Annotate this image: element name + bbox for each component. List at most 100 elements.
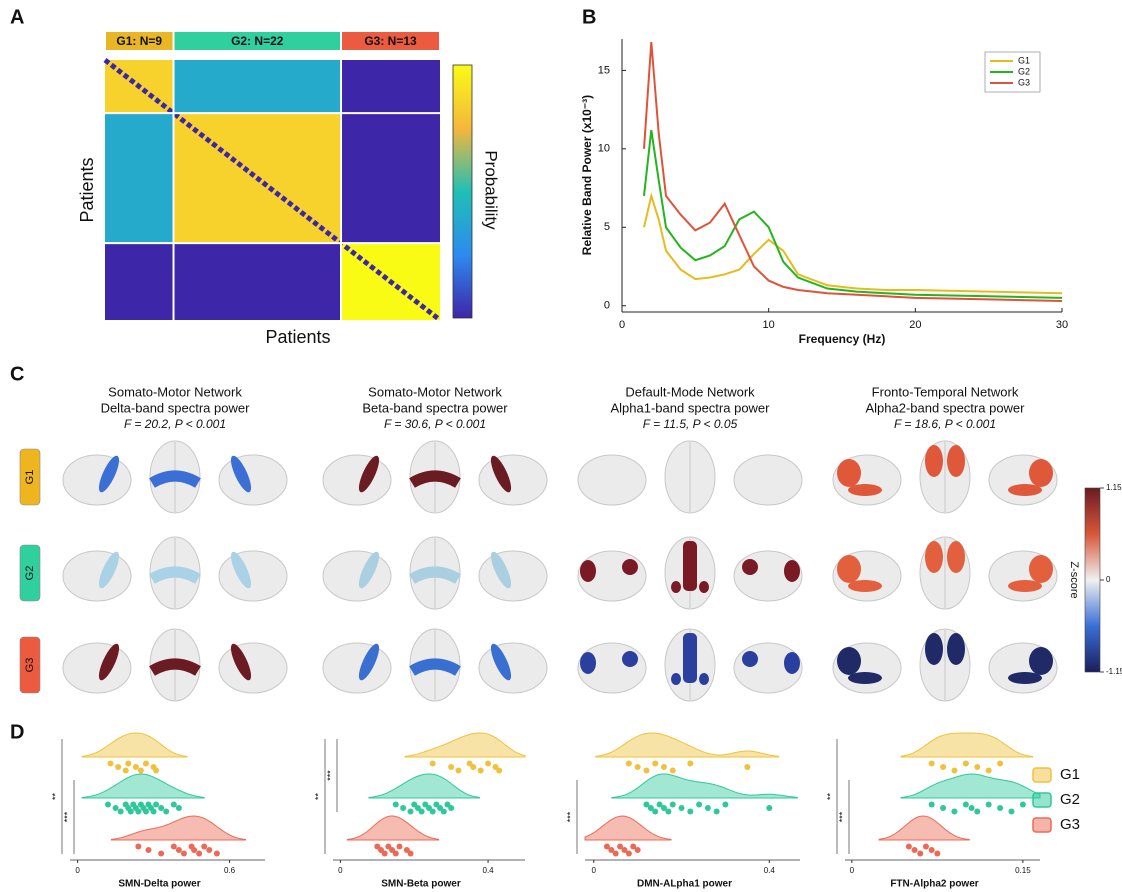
- data-point: [687, 760, 694, 767]
- data-point: [911, 847, 918, 853]
- y-tick-label: 0: [604, 300, 610, 312]
- significance-label: ***: [62, 811, 72, 822]
- data-point: [400, 805, 407, 811]
- colorbar-tick-label: 0: [1106, 575, 1111, 584]
- colorbar: [452, 64, 473, 319]
- brain-cell: [322, 628, 548, 702]
- data-point: [104, 801, 111, 808]
- data-point: [962, 760, 969, 767]
- data-point: [191, 847, 198, 853]
- brain-cell: [577, 536, 803, 610]
- brain-region: [149, 658, 201, 676]
- data-point: [153, 801, 160, 808]
- brain-region: [947, 445, 965, 477]
- brain-lateral: [478, 642, 548, 694]
- brain-region: [580, 560, 596, 582]
- panel-letter: B: [582, 6, 596, 28]
- brain-region: [490, 551, 512, 589]
- brain-region: [925, 541, 943, 573]
- data-point: [381, 850, 388, 857]
- data-point: [612, 850, 619, 857]
- data-point: [137, 767, 144, 774]
- x-tick-label: 10: [763, 319, 775, 331]
- colorbar-tick-label: -1.15: [1106, 667, 1122, 676]
- legend-swatch: [1032, 817, 1052, 833]
- legend-swatch: [1032, 767, 1052, 783]
- data-point: [687, 808, 694, 815]
- brain-lateral: [218, 550, 288, 602]
- data-point: [175, 805, 182, 811]
- group-bar: [342, 32, 439, 50]
- density: [368, 773, 480, 799]
- map-title: Somato-Motor Network: [368, 384, 502, 399]
- map-stat: F = 30.6, P < 0.001: [384, 417, 486, 431]
- brain-region: [699, 581, 709, 593]
- brain-region: [837, 555, 861, 583]
- brain-region: [98, 551, 120, 589]
- brain-region: [683, 541, 697, 591]
- brain-lateral: [577, 454, 647, 506]
- data-point: [696, 801, 703, 808]
- data-point: [418, 808, 425, 815]
- x-tick-label: 0.6: [224, 866, 236, 875]
- brain-region: [848, 484, 882, 496]
- data-point: [968, 805, 975, 811]
- data-point: [1008, 808, 1015, 815]
- data-point: [922, 843, 929, 850]
- data-point: [917, 850, 924, 857]
- data-point: [985, 801, 992, 808]
- data-point: [135, 843, 142, 850]
- data-point: [142, 760, 149, 767]
- significance-label: ***: [837, 811, 847, 822]
- brain-region: [1029, 555, 1053, 583]
- data-point: [163, 808, 170, 815]
- brain-lateral: [218, 642, 288, 694]
- data-point: [766, 805, 773, 811]
- data-point: [722, 801, 729, 808]
- data-point: [132, 764, 139, 770]
- data-point: [158, 805, 165, 811]
- diagonal: [103, 58, 442, 322]
- brain-region: [683, 633, 697, 683]
- brain-region: [784, 652, 800, 674]
- brain-region: [848, 580, 882, 592]
- colorbar-label: Probability: [482, 150, 501, 230]
- data-point: [125, 760, 132, 767]
- brain-region: [925, 445, 943, 477]
- x-tick-label: 0: [338, 866, 343, 875]
- data-point: [617, 843, 624, 850]
- data-point: [974, 764, 981, 770]
- data-point: [440, 808, 447, 815]
- x-axis-label: Patients: [265, 327, 330, 347]
- density: [611, 773, 798, 799]
- data-point: [196, 850, 203, 857]
- data-point: [150, 808, 157, 815]
- data-point: [678, 805, 685, 811]
- brain-region: [742, 559, 758, 575]
- brain-region: [671, 581, 681, 593]
- data-point: [934, 850, 941, 857]
- data-point: [905, 843, 912, 850]
- map-stat: F = 11.5, P < 0.05: [643, 417, 738, 431]
- brain-region: [742, 651, 758, 667]
- density: [878, 815, 970, 841]
- heatmap-cell: [173, 243, 342, 320]
- data-point: [135, 808, 142, 815]
- brain-region: [149, 566, 201, 584]
- data-point: [951, 808, 958, 815]
- heatmap-cell: [105, 243, 174, 320]
- data-point: [175, 847, 182, 853]
- x-tick-label: 0.15: [1015, 866, 1031, 875]
- group-label: G1: N=9: [116, 34, 162, 48]
- brain-cell: [577, 628, 803, 702]
- colorbar: [1084, 487, 1101, 673]
- legend-label: G2: [1060, 791, 1080, 808]
- legend-label: G1: [1018, 55, 1030, 65]
- data-point: [669, 767, 676, 774]
- legend-label: G3: [1060, 816, 1080, 833]
- data-point: [117, 808, 124, 815]
- data-point: [669, 801, 676, 808]
- data-point: [656, 801, 663, 808]
- data-point: [496, 767, 503, 774]
- density: [110, 815, 246, 841]
